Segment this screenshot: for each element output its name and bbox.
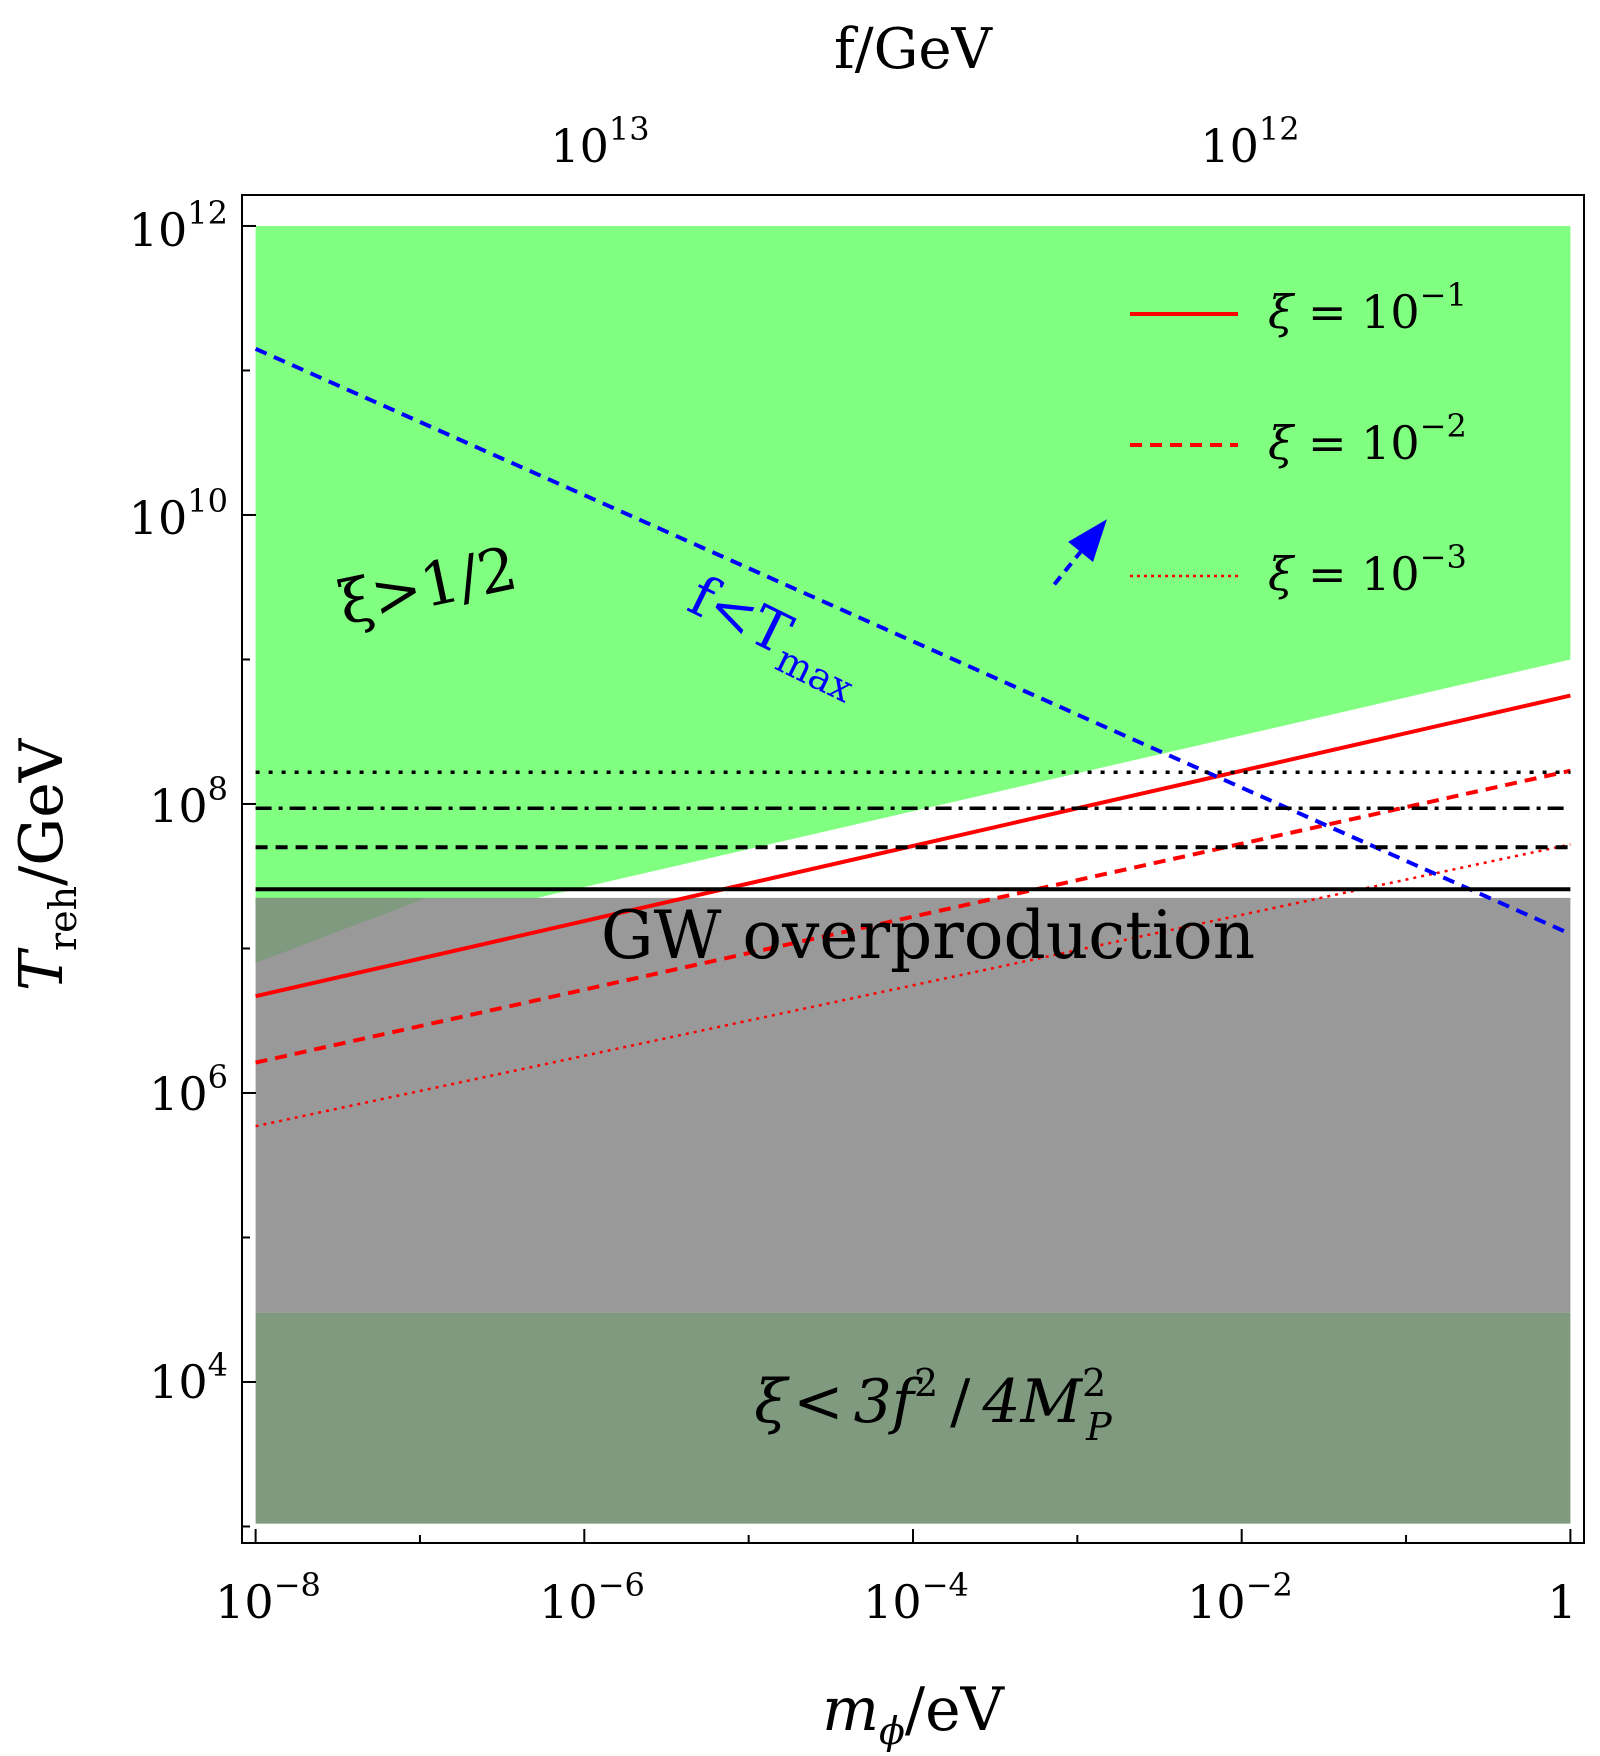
legend-label-xi-2: ξ = 10−2 [1268, 407, 1467, 470]
y-axis-title: Treh/GeV [7, 737, 85, 991]
y-tick-label-12: 1012 [129, 194, 228, 257]
series-line-0 [255, 693, 1571, 999]
x-tick-label-0: 1 [1547, 1575, 1576, 1629]
legend-label-xi-3: ξ = 10−3 [1268, 538, 1467, 601]
top-tick-label-13: 1013 [550, 110, 649, 173]
region-gw-overproduction [255, 897, 1571, 1313]
axis-ticks [242, 224, 1572, 1543]
series-line-2 [255, 843, 1571, 1128]
y-tick-label-8: 108 [149, 770, 228, 833]
x-tick-label-neg8: 10−8 [215, 1566, 321, 1629]
legend: ξ = 10−1 ξ = 10−2 ξ = 10−3 [1130, 276, 1467, 601]
x-tick-label-neg4: 10−4 [863, 1566, 969, 1629]
arrow-shaft [1052, 550, 1083, 586]
legend-label-xi-1: ξ = 10−1 [1268, 276, 1467, 339]
y-tick-label-10: 1010 [129, 482, 228, 545]
arrow-head [1068, 519, 1107, 562]
annotation-xi-lt-3f2: ξ <3f2/4M2 P [754, 1361, 1113, 1449]
region-overlap [255, 897, 427, 963]
region-xi-gt-half [255, 226, 1571, 963]
y-tick-label-6: 106 [149, 1058, 228, 1121]
plot-series [254, 346, 1572, 1128]
top-tick-label-12: 1012 [1200, 110, 1299, 173]
y-tick-label-4: 104 [149, 1346, 228, 1409]
region-xi-lt-3f2 [255, 1312, 1571, 1524]
x-tick-label-neg2: 10−2 [1187, 1566, 1293, 1629]
shaded-regions [255, 226, 1571, 1524]
annotation-gw-overproduction: GW overproduction [601, 897, 1255, 974]
top-axis-title: f/GeV [834, 17, 993, 82]
series-line-1 [255, 768, 1571, 1065]
x-axis-title: mϕ/eV [822, 1675, 1006, 1753]
x-tick-label-neg6: 10−6 [539, 1566, 645, 1629]
